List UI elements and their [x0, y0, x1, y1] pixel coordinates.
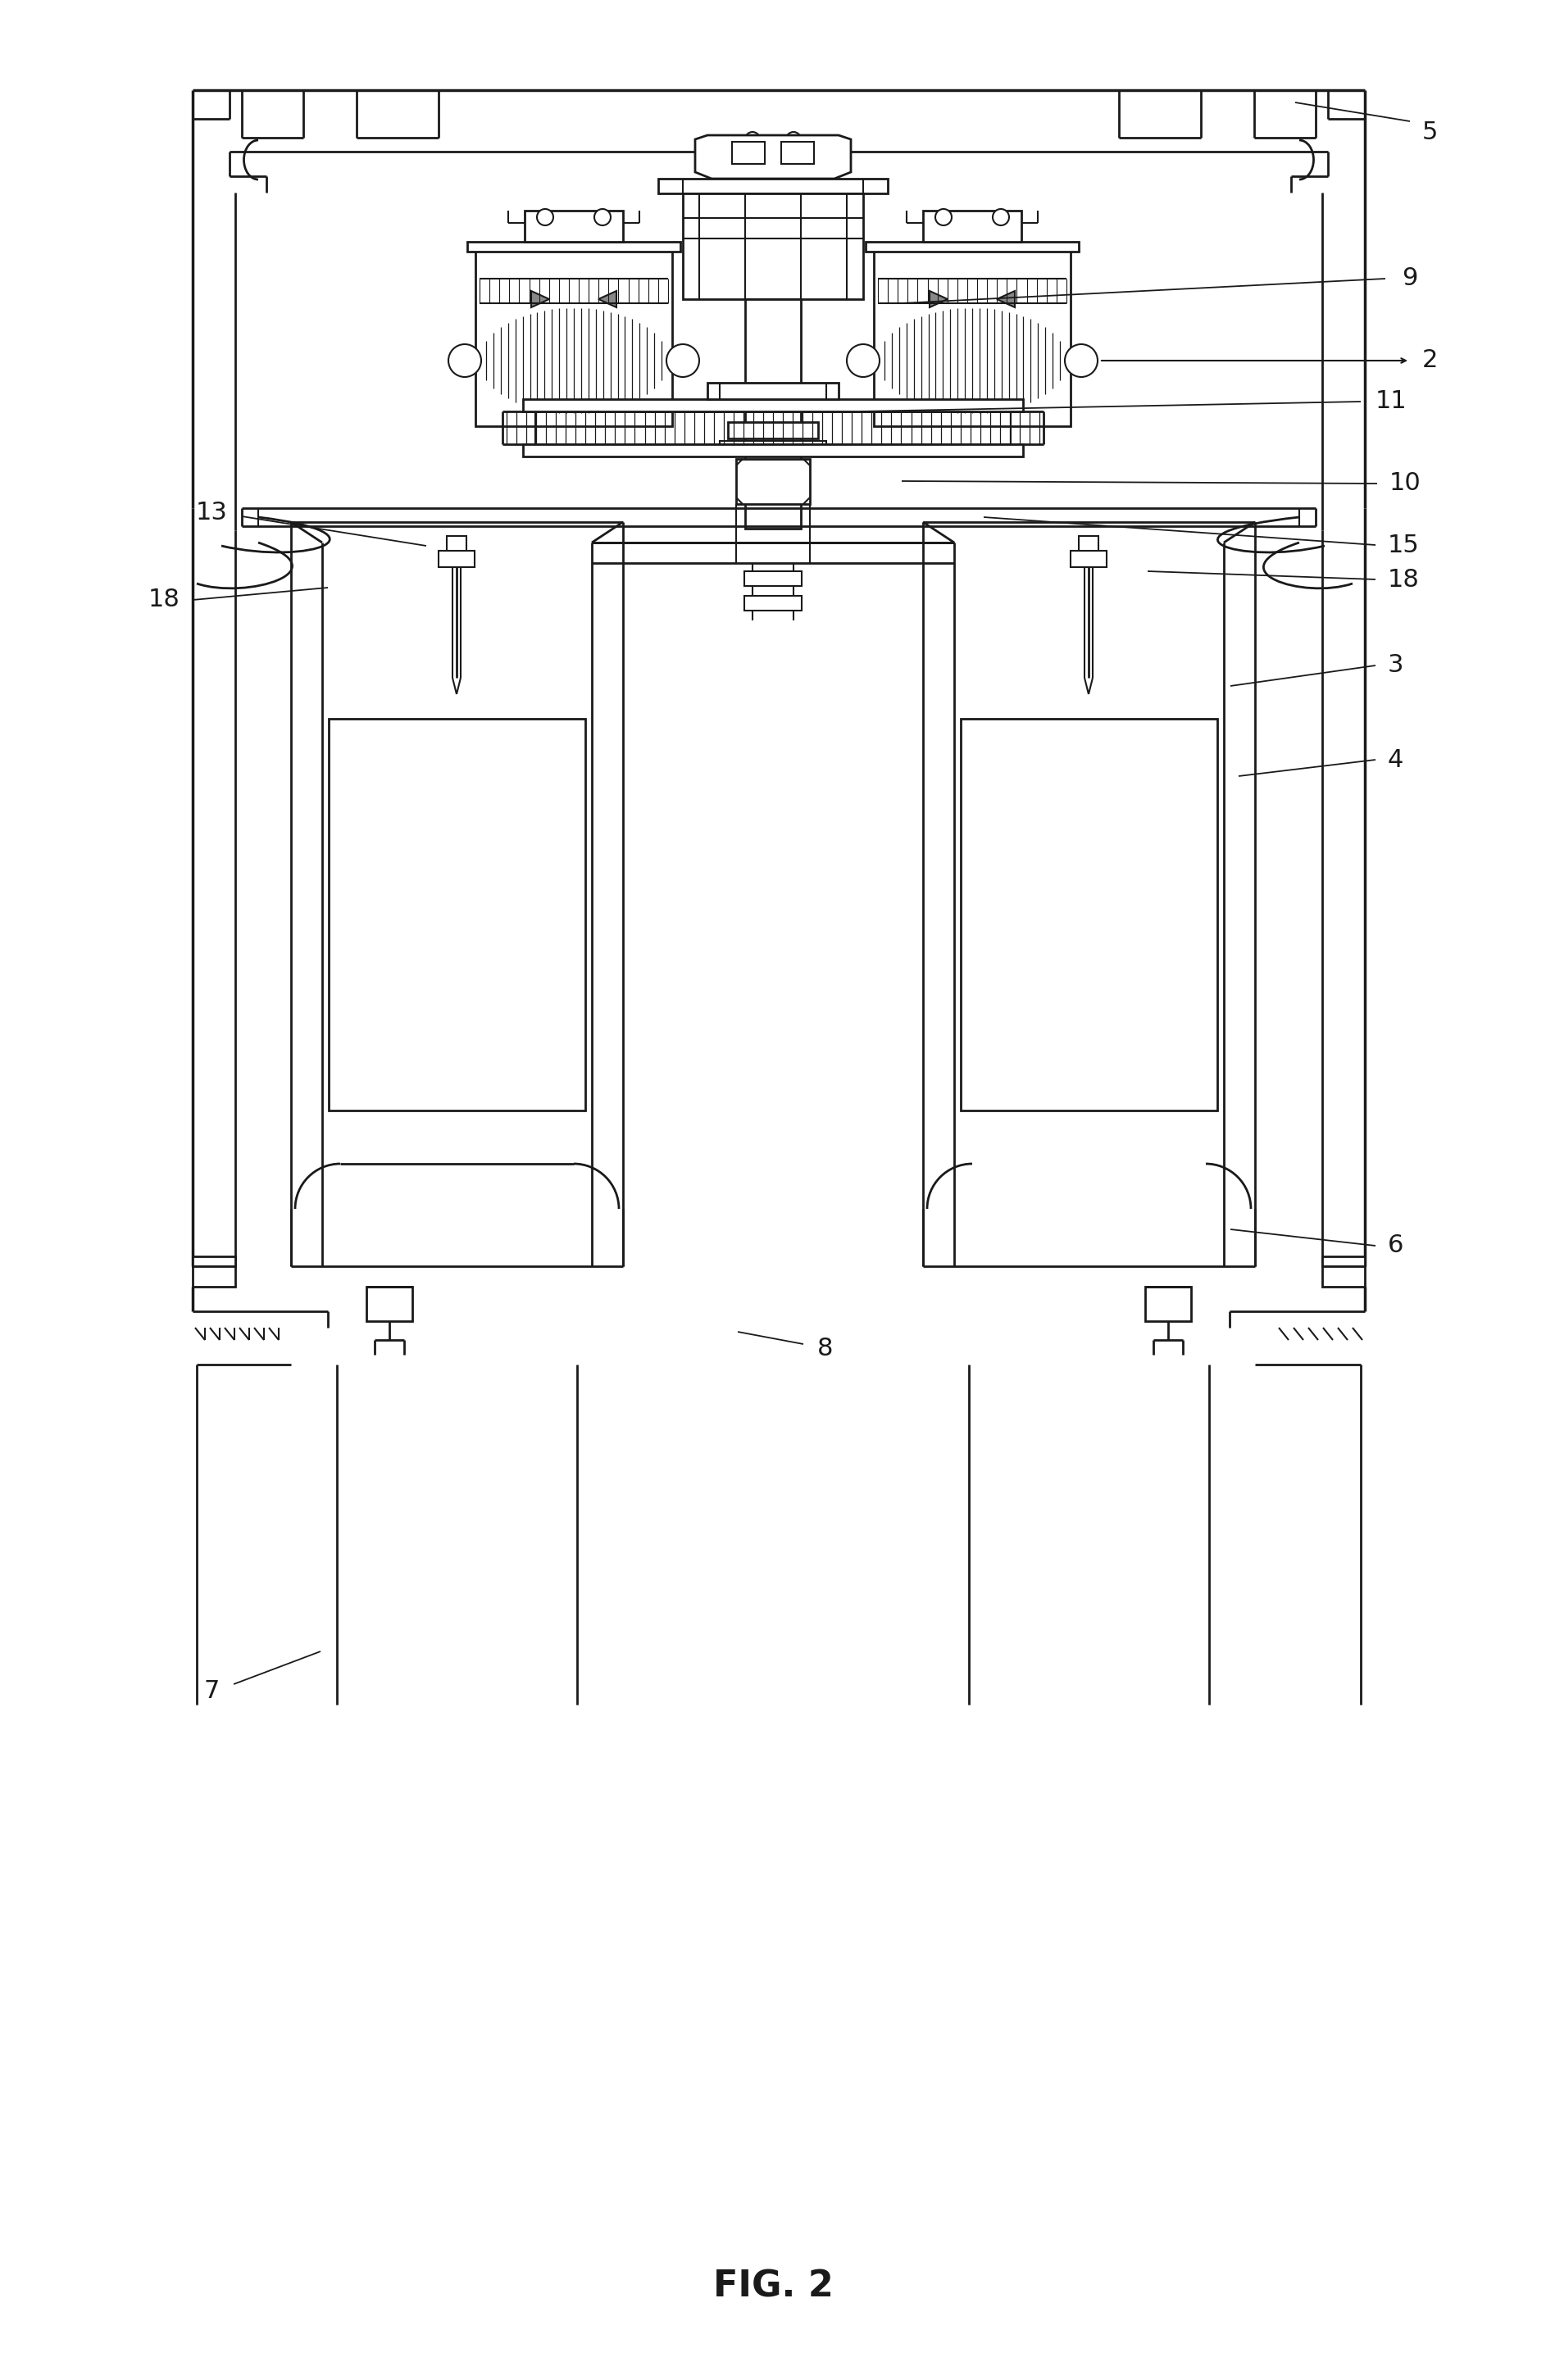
- Text: 3: 3: [1388, 654, 1404, 678]
- Text: 4: 4: [1388, 747, 1404, 771]
- Text: 10: 10: [1390, 471, 1421, 495]
- Bar: [736, 459, 810, 505]
- Polygon shape: [731, 143, 765, 164]
- Bar: [744, 571, 802, 585]
- Bar: [447, 536, 467, 550]
- Bar: [1070, 550, 1107, 566]
- Bar: [329, 719, 586, 1111]
- Circle shape: [536, 209, 553, 226]
- Circle shape: [666, 345, 699, 376]
- Bar: [523, 445, 1023, 457]
- Text: 18: 18: [148, 588, 181, 612]
- Text: 18: 18: [1388, 566, 1419, 590]
- Bar: [366, 1288, 413, 1321]
- Text: 15: 15: [1388, 533, 1419, 557]
- Bar: [1322, 1257, 1365, 1266]
- Text: FIG. 2: FIG. 2: [713, 2268, 833, 2304]
- Bar: [193, 1266, 235, 1288]
- Text: 9: 9: [1402, 267, 1418, 290]
- Bar: [866, 243, 1079, 252]
- Polygon shape: [929, 290, 948, 307]
- Bar: [923, 209, 1022, 243]
- Bar: [476, 245, 673, 426]
- Bar: [745, 300, 801, 528]
- Circle shape: [935, 209, 952, 226]
- Bar: [683, 193, 863, 300]
- Bar: [960, 719, 1217, 1111]
- Text: 5: 5: [1422, 121, 1438, 145]
- Circle shape: [847, 345, 880, 376]
- Circle shape: [448, 345, 481, 376]
- Bar: [1079, 536, 1098, 550]
- Polygon shape: [696, 136, 850, 178]
- Bar: [708, 383, 838, 400]
- Polygon shape: [598, 290, 617, 307]
- Bar: [467, 243, 680, 252]
- Text: 7: 7: [204, 1678, 220, 1702]
- Polygon shape: [781, 143, 815, 164]
- Text: 2: 2: [1422, 350, 1438, 374]
- Text: 13: 13: [196, 500, 227, 524]
- Bar: [523, 400, 1023, 412]
- Text: 11: 11: [1376, 390, 1407, 414]
- Bar: [193, 1257, 235, 1266]
- Bar: [728, 421, 818, 438]
- Circle shape: [594, 209, 611, 226]
- Circle shape: [993, 209, 1010, 226]
- Bar: [439, 550, 475, 566]
- Bar: [873, 245, 1070, 426]
- Bar: [744, 595, 802, 612]
- Polygon shape: [532, 290, 549, 307]
- Circle shape: [1065, 345, 1098, 376]
- Bar: [1146, 1288, 1190, 1321]
- Text: 8: 8: [818, 1335, 833, 1359]
- Bar: [659, 178, 887, 193]
- Polygon shape: [997, 290, 1014, 307]
- Bar: [524, 209, 623, 243]
- Text: 6: 6: [1388, 1233, 1404, 1257]
- Bar: [1322, 1266, 1365, 1288]
- Bar: [720, 440, 826, 450]
